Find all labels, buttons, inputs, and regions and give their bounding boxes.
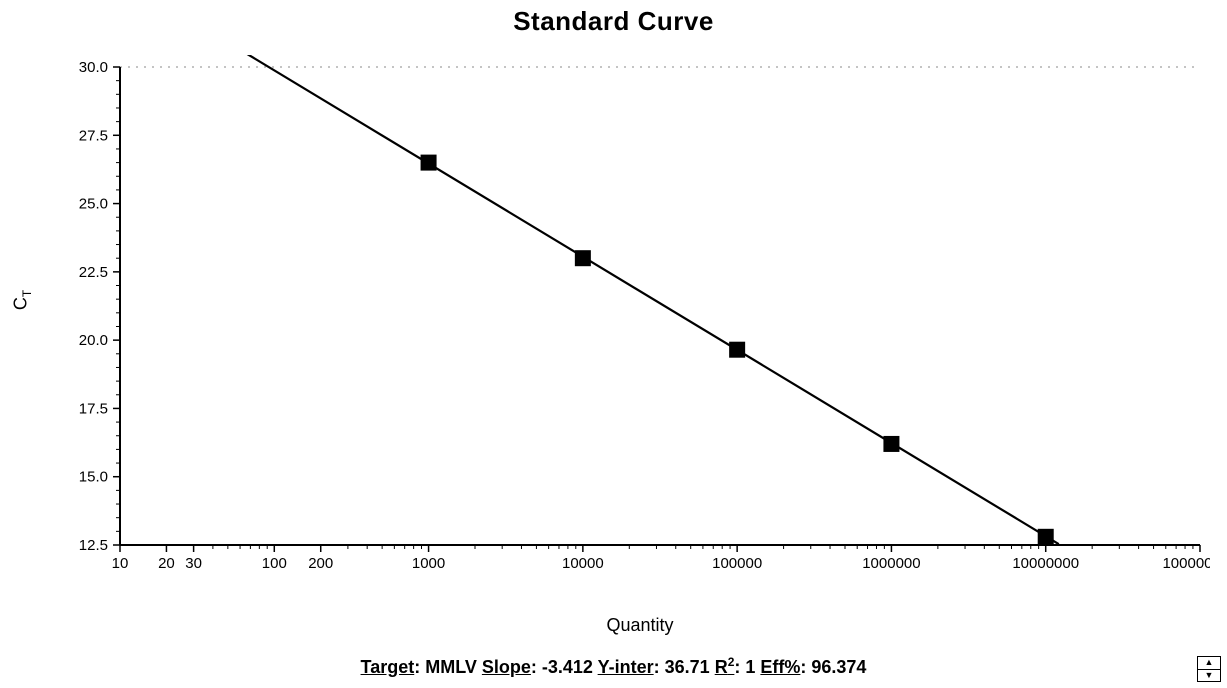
regression-stats: Target: MMLV Slope: -3.412 Y-inter: 36.7… [0, 655, 1227, 678]
svg-text:30: 30 [185, 555, 202, 572]
spinner-down-icon[interactable]: ▼ [1198, 670, 1220, 682]
svg-text:1000000: 1000000 [862, 555, 920, 572]
svg-text:10000000: 10000000 [1012, 555, 1079, 572]
chart-title: Standard Curve [0, 6, 1227, 37]
svg-text:20.0: 20.0 [79, 332, 108, 349]
svg-text:15.0: 15.0 [79, 469, 108, 486]
svg-text:27.5: 27.5 [79, 127, 108, 144]
svg-text:100000000: 100000000 [1162, 555, 1210, 572]
chart-plot: 12.5 15.0 17.5 20.0 22.5 25.0 27.5 30.0 10 20 30 10… [70, 55, 1210, 585]
svg-text:10: 10 [112, 555, 129, 572]
y-axis-label: CT [10, 290, 34, 310]
scroll-spinner[interactable]: ▲ ▼ [1197, 656, 1221, 682]
svg-text:20: 20 [158, 555, 175, 572]
spinner-up-icon[interactable]: ▲ [1198, 657, 1220, 670]
svg-text:25.0: 25.0 [79, 196, 108, 213]
svg-text:200: 200 [308, 555, 333, 572]
svg-text:22.5: 22.5 [79, 264, 108, 281]
svg-text:12.5: 12.5 [79, 537, 108, 554]
svg-text:100000: 100000 [712, 555, 762, 572]
svg-text:1000: 1000 [412, 555, 445, 572]
svg-text:10000: 10000 [562, 555, 604, 572]
x-axis-label: Quantity [70, 615, 1210, 636]
chart-container: Standard Curve CT 12.5 15.0 17.5 20.0 22.5 25… [0, 0, 1227, 688]
svg-text:30.0: 30.0 [79, 59, 108, 76]
svg-text:17.5: 17.5 [79, 400, 108, 417]
svg-text:100: 100 [262, 555, 287, 572]
